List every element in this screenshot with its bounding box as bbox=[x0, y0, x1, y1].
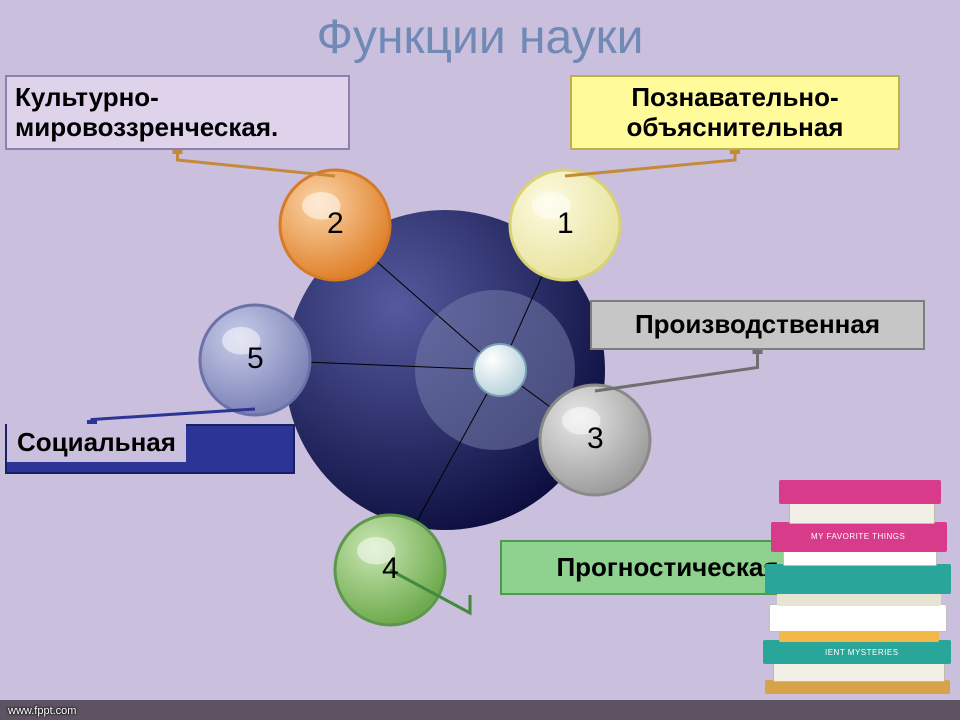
function-label: Познавательно- объяснительная bbox=[570, 75, 900, 150]
page-title: Функции науки bbox=[0, 10, 960, 65]
book-spine bbox=[773, 662, 945, 682]
book-spine: IENT MYSTERIES bbox=[763, 640, 951, 664]
book-spine: MY FAVORITE THINGS bbox=[771, 522, 947, 552]
slide: Функции науки 12345 Познавательно- объяс… bbox=[0, 0, 960, 720]
footer-bar bbox=[0, 700, 960, 720]
book-spine bbox=[777, 592, 941, 606]
books-decoration: IENT MYSTERIES MY FAVORITE THINGS bbox=[755, 480, 955, 700]
book-spine bbox=[765, 680, 950, 694]
book-title: IENT MYSTERIES bbox=[825, 648, 899, 657]
book-spine bbox=[783, 550, 937, 566]
book-spine bbox=[789, 502, 935, 524]
book-spine bbox=[769, 604, 947, 632]
function-label: Культурно- мировоззренческая. bbox=[5, 75, 350, 150]
book-spine bbox=[779, 480, 941, 504]
book-spine bbox=[765, 564, 951, 594]
book-title: MY FAVORITE THINGS bbox=[811, 532, 905, 541]
function-label: Социальная bbox=[5, 424, 295, 474]
function-label: Производственная bbox=[590, 300, 925, 350]
watermark: www.fppt.com bbox=[8, 705, 76, 717]
